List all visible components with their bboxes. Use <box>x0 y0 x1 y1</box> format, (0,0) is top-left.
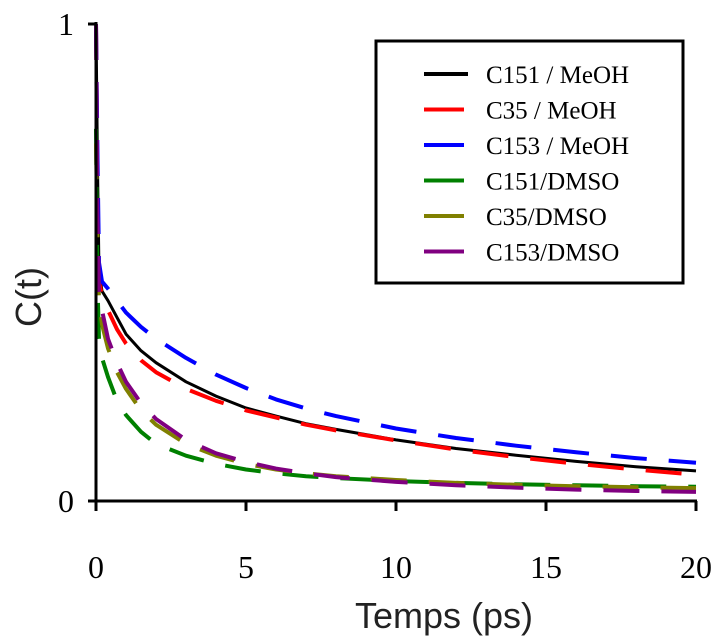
series-line-3 <box>94 23 697 465</box>
series-line-4 <box>94 128 697 489</box>
ticks: 0 5 10 15 20 0 1 <box>58 6 712 585</box>
legend-label: C151/DMSO <box>486 169 619 196</box>
legend-label: C35 / MeOH <box>486 98 617 125</box>
x-tick-label: 10 <box>380 549 412 585</box>
legend-label: C153 / MeOH <box>486 133 629 160</box>
legend: C151 / MeOH C35 / MeOH C153 / MeOH C151/DMS… <box>374 39 685 285</box>
x-tick-label: 15 <box>530 549 562 585</box>
x-tick-label: 20 <box>680 549 712 585</box>
legend-items: C151 / MeOH C35 / MeOH C153 / MeOH C151/DMS… <box>424 62 629 267</box>
legend-box <box>374 39 685 285</box>
x-tick-label: 5 <box>238 549 254 585</box>
x-axis-label: Temps (ps) <box>355 595 533 636</box>
series-line-2 <box>94 23 697 477</box>
y-axis-label: C(t) <box>8 267 49 327</box>
legend-label: C153/DMSO <box>486 240 619 267</box>
legend-label: C35/DMSO <box>486 204 607 231</box>
x-tick-label: 0 <box>88 549 104 585</box>
series-line-6 <box>94 23 697 494</box>
series-line-5 <box>94 143 697 491</box>
legend-label: C151 / MeOH <box>486 62 629 89</box>
y-tick-label: 1 <box>58 6 74 42</box>
series-layer <box>94 23 697 494</box>
y-tick-label: 0 <box>58 483 74 519</box>
